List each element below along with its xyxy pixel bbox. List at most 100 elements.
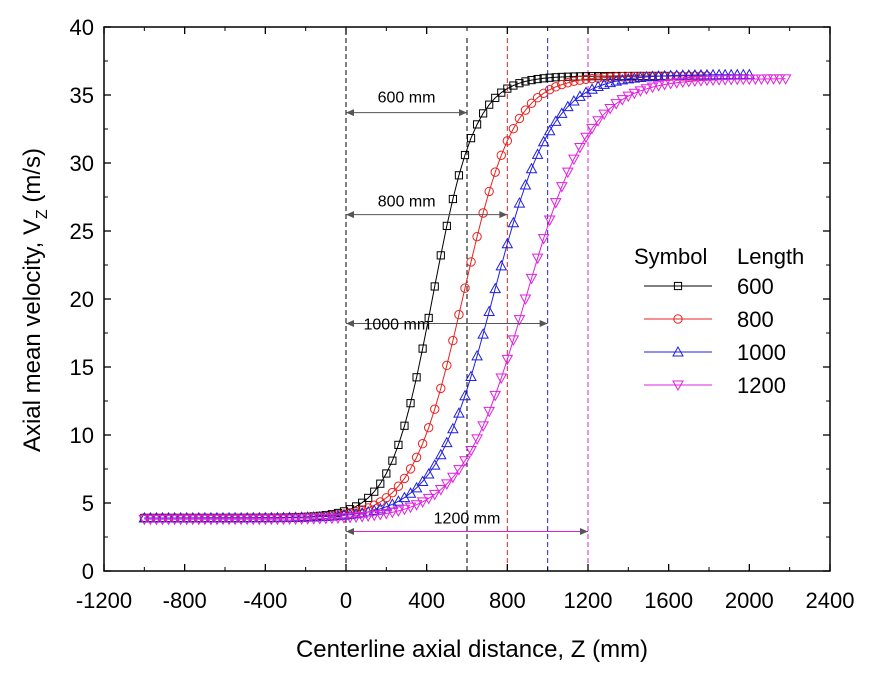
data-point-circle — [569, 76, 579, 87]
data-point-circle — [490, 167, 500, 177]
data-point-triangle-up — [652, 70, 665, 81]
arrow-head — [580, 528, 588, 536]
data-point-square — [466, 134, 476, 143]
data-point-circle — [423, 422, 434, 433]
data-point-square — [485, 100, 494, 109]
data-point-triangle-down — [217, 514, 229, 526]
legend-label: 600 — [737, 274, 774, 299]
data-point-square — [442, 221, 451, 231]
data-point-circle — [484, 186, 494, 197]
data-point-triangle-down — [247, 514, 260, 526]
data-point-triangle-down — [368, 510, 381, 522]
data-point-triangle-down — [319, 513, 332, 525]
arrow-head — [499, 211, 508, 219]
data-point-triangle-up — [525, 162, 538, 174]
y-axis: 0 5 10 15 20 25 30 35 40 — [70, 15, 830, 584]
data-point-triangle-down — [586, 123, 598, 135]
data-point-triangle-up — [338, 509, 350, 520]
data-point-triangle-down — [350, 512, 362, 524]
data-point-square — [460, 150, 470, 160]
data-point-square — [491, 93, 500, 102]
data-point-square — [424, 313, 433, 323]
data-point-triangle-down — [689, 76, 701, 88]
data-point-triangle-down — [344, 512, 356, 524]
data-point-triangle-up — [549, 115, 562, 126]
data-point-triangle-down — [162, 514, 175, 526]
series-600 — [140, 71, 669, 523]
data-point-circle — [575, 75, 585, 85]
data-point-triangle-up — [501, 237, 514, 249]
data-point-square — [509, 81, 518, 90]
data-point-triangle-up — [574, 90, 586, 101]
data-point-circle — [478, 208, 488, 218]
data-point-triangle-down — [513, 315, 526, 326]
data-point-square — [394, 440, 403, 449]
x-tick-label: 1200 — [564, 588, 613, 613]
y-axis-title-subscript: Z — [34, 209, 51, 219]
data-point-triangle-down — [471, 434, 483, 445]
data-point-square — [539, 74, 548, 83]
data-point-triangle-down — [676, 77, 689, 89]
data-point-triangle-up — [676, 69, 689, 80]
x-tick-label: -1200 — [76, 588, 132, 613]
data-point-triangle-down — [525, 273, 538, 285]
data-point-triangle-up — [707, 68, 719, 80]
data-point-circle — [502, 136, 513, 146]
legend-header-length: Length — [737, 244, 804, 269]
data-point-triangle-down — [495, 373, 508, 384]
data-point-triangle-up — [672, 345, 684, 357]
series-1000 — [138, 68, 756, 523]
legend-label: 1200 — [737, 373, 786, 398]
data-point-triangle-up — [489, 282, 502, 294]
data-point-square — [515, 79, 524, 88]
data-point-triangle-down — [561, 167, 574, 179]
y-axis-title-main: Axial mean velocity, V — [19, 219, 46, 452]
data-point-triangle-down — [610, 99, 623, 110]
data-point-square — [545, 73, 554, 82]
y-tick-label: 40 — [70, 15, 94, 40]
data-point-triangle-up — [537, 135, 550, 147]
data-point-triangle-up — [453, 407, 465, 418]
annotation-label: 1200 mm — [434, 511, 501, 528]
data-point-triangle-down — [672, 380, 684, 392]
data-point-triangle-down — [144, 514, 157, 526]
data-point-triangle-down — [707, 75, 719, 87]
data-point-triangle-up — [543, 124, 556, 136]
data-point-square — [551, 73, 560, 82]
data-point-square — [436, 251, 445, 260]
data-point-triangle-up — [507, 216, 520, 228]
data-point-triangle-down — [265, 514, 278, 526]
x-tick-label: 2400 — [806, 588, 855, 613]
data-point-triangle-down — [713, 75, 725, 86]
data-point-triangle-down — [259, 514, 272, 526]
data-point-circle — [672, 71, 682, 81]
data-point-triangle-down — [628, 88, 641, 100]
data-point-triangle-down — [386, 507, 399, 519]
series-line-1200 — [144, 78, 786, 520]
data-point-circle — [436, 383, 446, 394]
data-point-triangle-down — [507, 335, 520, 346]
y-tick-label: 25 — [70, 219, 94, 244]
data-point-triangle-down — [640, 84, 653, 95]
data-point-triangle-down — [543, 215, 556, 227]
data-point-triangle-up — [628, 72, 641, 83]
data-point-circle — [563, 78, 573, 88]
data-point-triangle-down — [198, 514, 211, 526]
series-line-800 — [144, 75, 707, 519]
x-tick-label: 2000 — [725, 588, 774, 613]
x-tick-label: 0 — [340, 588, 352, 613]
data-point-triangle-down — [592, 116, 604, 127]
data-point-circle — [684, 71, 694, 81]
data-point-circle — [411, 452, 422, 463]
data-point-triangle-down — [326, 513, 338, 525]
data-point-triangle-down — [670, 78, 683, 89]
data-point-circle — [399, 473, 410, 484]
data-point-circle — [557, 79, 567, 90]
data-point-triangle-down — [459, 456, 471, 467]
data-point-triangle-up — [713, 68, 725, 80]
data-point-triangle-down — [332, 513, 344, 525]
y-tick-label: 10 — [70, 423, 94, 448]
data-point-triangle-down — [410, 500, 423, 511]
data-point-triangle-down — [622, 91, 635, 103]
data-point-square — [673, 281, 683, 291]
